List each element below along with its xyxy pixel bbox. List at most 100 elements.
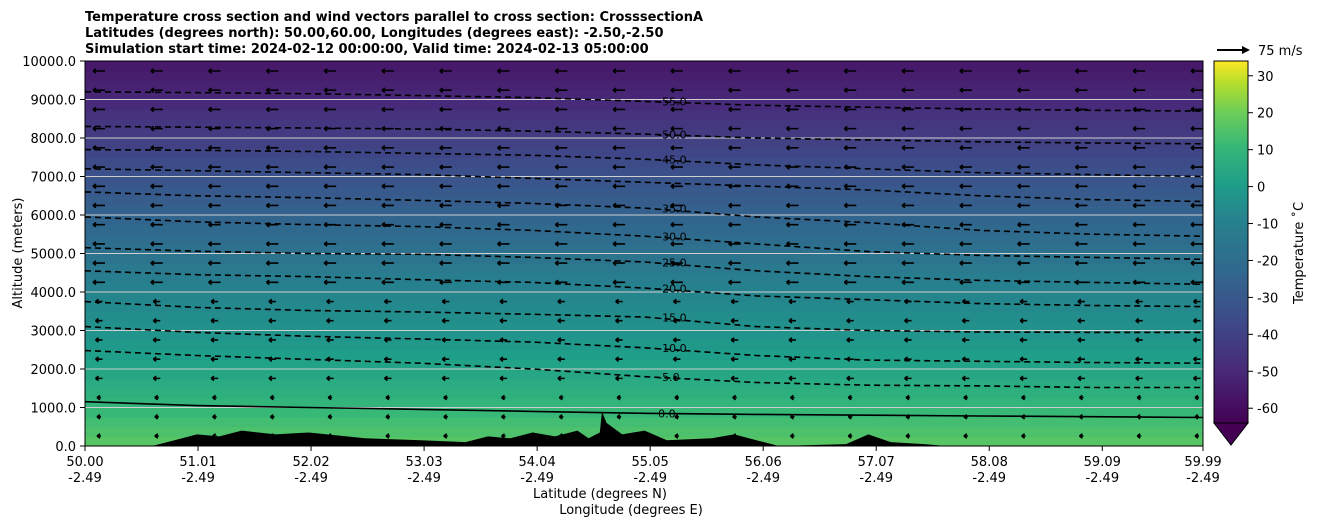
- wind-vector-arrow-icon: [499, 356, 508, 363]
- wind-vector-arrow-icon: [208, 144, 221, 151]
- x-tick-label-lat: 52.02: [292, 455, 329, 470]
- wind-vector-arrow-icon: [1019, 375, 1028, 382]
- wind-vector-arrow-icon: [1019, 356, 1028, 363]
- wind-vector-arrow-icon: [612, 68, 626, 74]
- isotherm-label: -45.0: [658, 153, 686, 166]
- wind-vector-arrow-icon: [557, 337, 565, 343]
- wind-vector-arrow-icon: [554, 221, 568, 228]
- wind-vector-arrow-icon: [152, 375, 161, 382]
- wind-vector-arrow-icon: [1074, 125, 1088, 132]
- wind-vector-arrow-icon: [1077, 317, 1085, 324]
- wind-vector-arrow-icon: [728, 164, 741, 170]
- wind-vector-arrow-icon: [1193, 356, 1201, 363]
- wind-vector-arrow-icon: [847, 394, 853, 401]
- wind-vector-arrow-icon: [439, 183, 452, 190]
- wind-vector-arrow-icon: [1074, 144, 1088, 151]
- wind-vector-arrow-icon: [615, 356, 623, 363]
- wind-vector-arrow-icon: [381, 164, 394, 170]
- wind-vector-arrow-icon: [901, 106, 915, 113]
- temperature-band: [85, 195, 1203, 206]
- wind-vector-arrow-icon: [1190, 87, 1203, 94]
- wind-vector-arrow-icon: [843, 164, 857, 170]
- wind-vector-arrow-icon: [381, 260, 394, 266]
- wind-vector-arrow-icon: [212, 413, 217, 420]
- colorbar-tick-label: -20: [1257, 254, 1278, 269]
- wind-vector-arrow-icon: [1021, 394, 1026, 401]
- colorbar-tick-label: -60: [1257, 402, 1278, 417]
- wind-vector-arrow-icon: [265, 279, 279, 286]
- wind-vector-arrow-icon: [265, 202, 279, 209]
- wind-vector-arrow-icon: [847, 413, 853, 420]
- wind-vector-arrow-icon: [1190, 260, 1203, 266]
- wind-vector-arrow-icon: [150, 68, 163, 74]
- colorbar-label: Temperature ˚C: [1291, 202, 1307, 305]
- wind-vector-arrow-icon: [501, 413, 506, 420]
- wind-vector-arrow-icon: [557, 317, 565, 324]
- wind-vector-arrow-icon: [670, 279, 683, 286]
- wind-vector-arrow-icon: [843, 87, 857, 94]
- wind-vector-arrow-icon: [843, 241, 857, 247]
- wind-vector-arrow-icon: [1017, 202, 1030, 209]
- isotherm-label: -25.0: [658, 256, 686, 269]
- wind-vector-arrow-icon: [1017, 125, 1030, 132]
- wind-vector-arrow-icon: [1132, 106, 1146, 113]
- wind-vector-arrow-icon: [1135, 337, 1143, 343]
- wind-vector-arrow-icon: [497, 144, 510, 151]
- temperature-band: [85, 70, 1203, 81]
- wind-vector-arrow-icon: [323, 279, 337, 286]
- wind-vector-arrow-icon: [615, 375, 623, 382]
- wind-vector-arrow-icon: [728, 144, 741, 151]
- wind-vector-arrow-icon: [961, 298, 970, 305]
- wind-vector-arrow-icon: [554, 144, 568, 151]
- wind-vector-arrow-icon: [265, 106, 279, 113]
- wind-vector-arrow-icon: [670, 164, 683, 170]
- x-axis-label-latitude: Latitude (degrees N): [533, 487, 667, 502]
- wind-vector-arrow-icon: [730, 356, 739, 363]
- wind-vector-arrow-icon: [959, 68, 972, 74]
- wind-vector-arrow-icon: [441, 375, 450, 382]
- wind-vector-arrow-icon: [326, 356, 334, 363]
- x-axis-label-longitude: Longitude (degrees E): [559, 503, 703, 518]
- temperature-band: [85, 311, 1203, 322]
- wind-vector-arrow-icon: [1132, 183, 1146, 190]
- terrain: [85, 411, 1203, 446]
- wind-vector-arrow-icon: [326, 317, 334, 324]
- wind-vector-arrow-icon: [152, 317, 161, 324]
- wind-vector-arrow-icon: [323, 221, 337, 228]
- wind-vector-arrow-icon: [1017, 241, 1030, 247]
- wind-vector-arrow-icon: [150, 87, 163, 94]
- wind-vector-arrow-icon: [96, 433, 101, 439]
- wind-vector-arrow-icon: [728, 106, 741, 113]
- wind-vector-arrow-icon: [152, 298, 161, 305]
- wind-vector-arrow-icon: [268, 375, 276, 382]
- wind-vector-arrow-icon: [154, 394, 159, 401]
- isotherm-line: [85, 148, 1203, 178]
- wind-vector-arrow-icon: [265, 87, 279, 94]
- wind-vector-arrow-icon: [788, 298, 796, 305]
- wind-vector-arrow-icon: [1190, 279, 1203, 286]
- wind-vector-arrow-icon: [443, 394, 448, 401]
- wind-vector-arrow-icon: [1078, 433, 1084, 439]
- wind-vector-arrow-icon: [265, 221, 279, 228]
- temperature-band: [85, 118, 1203, 129]
- wind-vector-arrow-icon: [846, 298, 854, 305]
- wind-vector-arrow-icon: [265, 125, 279, 132]
- wind-vector-arrow-icon: [901, 260, 915, 266]
- wind-vector-arrow-icon: [208, 241, 221, 247]
- wind-vector-arrow-icon: [210, 298, 219, 305]
- wind-vector-arrow-icon: [265, 68, 279, 74]
- wind-vector-arrow-icon: [323, 202, 337, 209]
- wind-vector-arrow-icon: [439, 241, 452, 247]
- y-tick-label: 5000.0: [31, 248, 77, 263]
- wind-vector-arrow-icon: [323, 68, 337, 74]
- wind-vector-arrow-icon: [383, 337, 392, 343]
- x-tick-label-lon: -2.49: [294, 471, 328, 486]
- isotherm-line: [85, 349, 1203, 389]
- wind-vector-arrow-icon: [959, 164, 972, 170]
- chart-title-line-2: Latitudes (degrees north): 50.00,60.00, …: [85, 26, 664, 41]
- isotherm-labels: -5.0 -10.0 -15.0 -20.0 -25.0 -30.0 -35.0 -45.0 -…: [658, 96, 686, 421]
- colorbar-tick-label: -50: [1257, 365, 1278, 380]
- wind-vector-arrow-icon: [95, 317, 103, 324]
- wind-vector-arrow-icon: [208, 125, 221, 132]
